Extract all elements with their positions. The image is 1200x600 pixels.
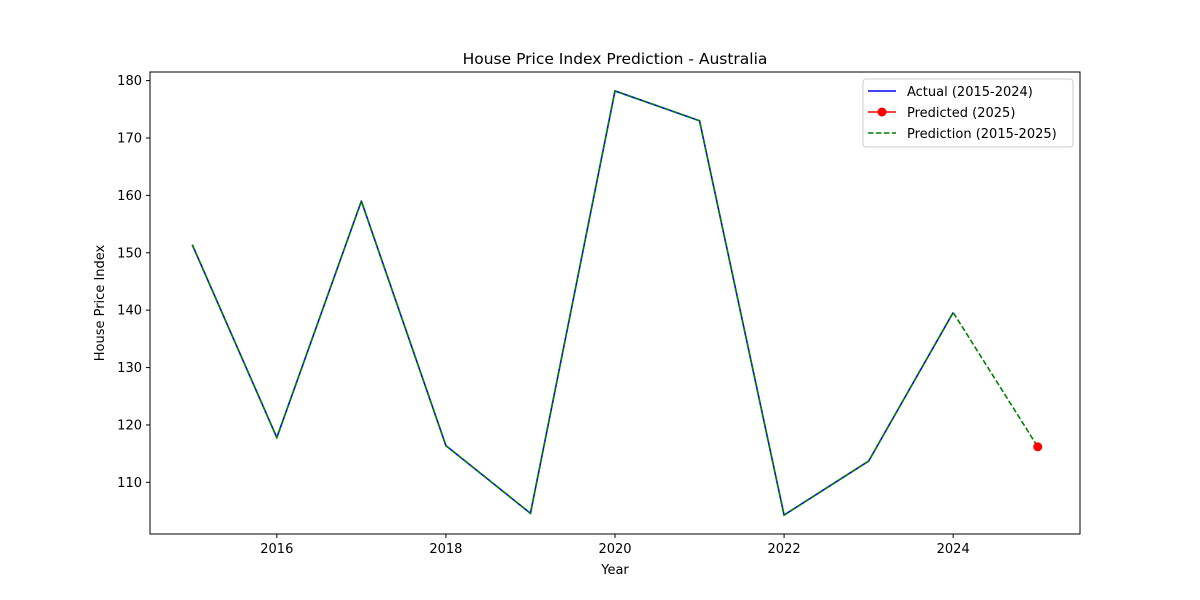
plot-frame: [149, 71, 1081, 535]
y-tick-label: 120: [117, 418, 142, 433]
y-axis-label: House Price Index: [93, 244, 108, 361]
y-tick-label: 150: [117, 246, 142, 261]
series-line-prediction: [191, 89, 1039, 517]
y-tick-label: 110: [117, 476, 142, 491]
x-tick-label: 2018: [429, 542, 462, 557]
legend-label-predicted: Predicted (2025): [907, 106, 1015, 121]
x-tick-label: 2022: [768, 542, 801, 557]
legend-label-actual: Actual (2015-2024): [907, 85, 1033, 100]
x-axis-label: Year: [600, 563, 629, 578]
y-tick-label: 140: [117, 304, 142, 319]
x-tick-label: 2016: [260, 542, 293, 557]
series-layer: [191, 89, 1043, 517]
y-tick-label: 130: [117, 361, 142, 376]
y-tick-label: 180: [117, 74, 142, 89]
x-tick-label: 2020: [598, 542, 631, 557]
chart-title: House Price Index Prediction - Australia: [463, 50, 768, 68]
axis-ticks: 2016 2018 2020 2022 2024 110 120 130 140 150 160 17…: [117, 74, 970, 557]
x-tick-label: 2024: [937, 542, 970, 557]
predicted-point-marker: [1033, 442, 1043, 452]
y-tick-label: 160: [117, 189, 142, 204]
legend: Actual (2015-2024) Predicted (2025) Pred…: [862, 78, 1074, 148]
legend-marker-predicted: [877, 107, 887, 117]
legend-label-prediction: Prediction (2015-2025): [907, 127, 1057, 142]
legend-box: [862, 78, 1074, 148]
y-tick-label: 170: [117, 132, 142, 147]
